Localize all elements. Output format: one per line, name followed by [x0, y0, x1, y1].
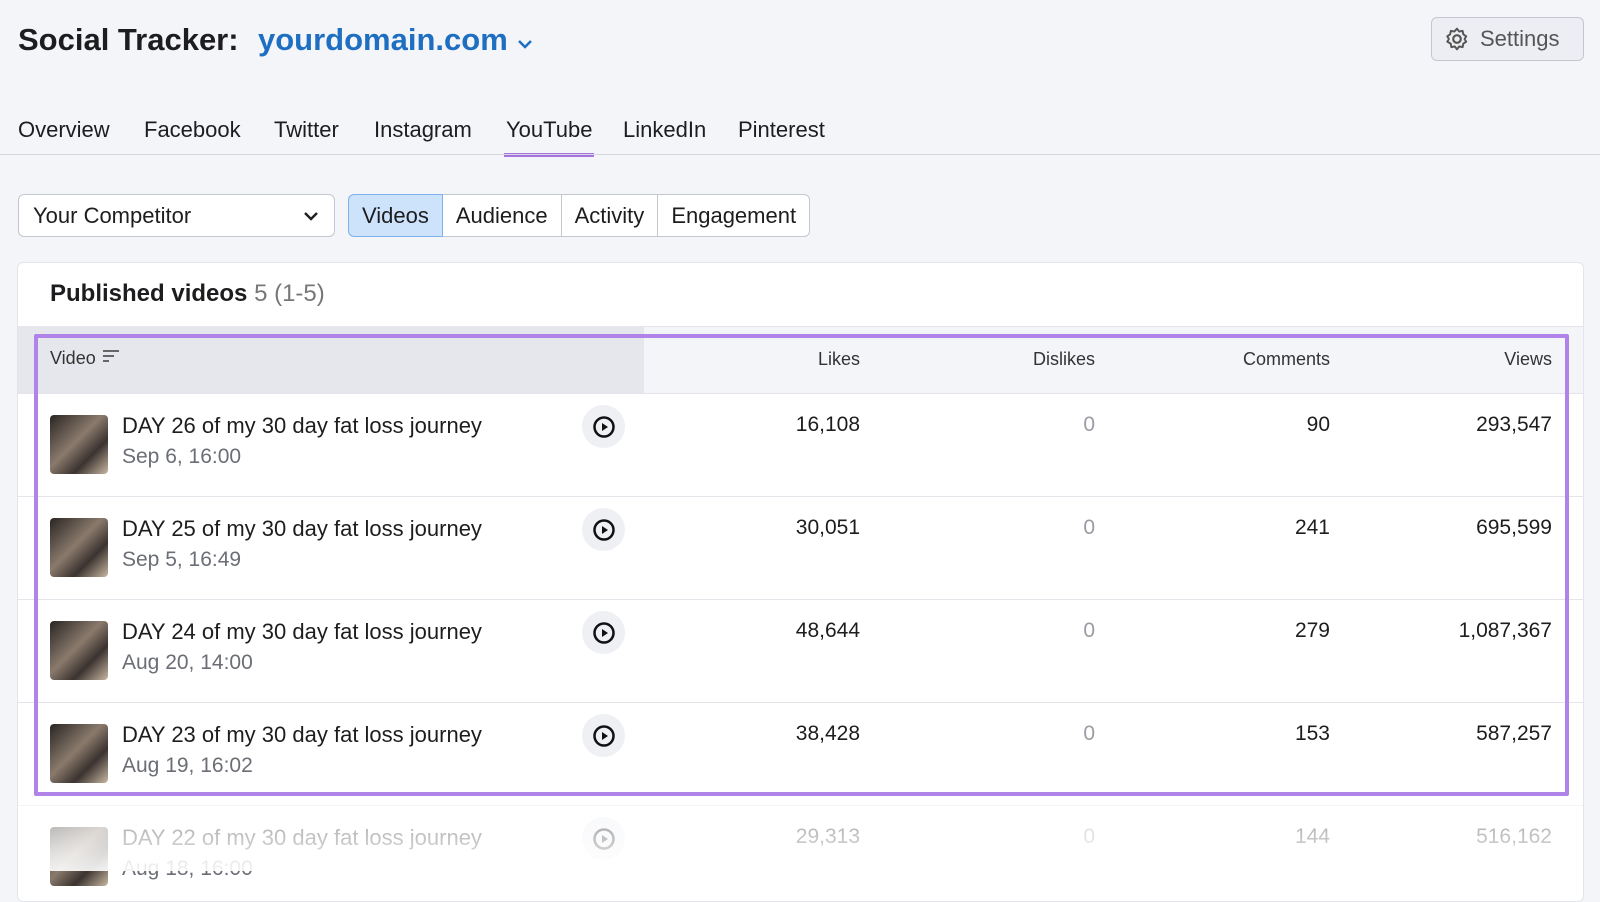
video-title[interactable]: DAY 24 of my 30 day fat loss journey — [122, 619, 482, 644]
sort-icon — [102, 350, 119, 362]
tab[interactable]: Facebook — [144, 117, 241, 142]
thumbnail[interactable] — [50, 724, 108, 783]
row-divider — [18, 702, 1583, 703]
domain-selector[interactable]: yourdomain.com — [258, 22, 534, 58]
likes-value: 48,644 — [795, 619, 860, 642]
column-header: Dislikes — [1032, 349, 1095, 369]
column-header: Likes — [817, 349, 860, 369]
tab[interactable]: YouTube — [504, 117, 595, 157]
row-divider — [18, 496, 1583, 497]
view-tab[interactable]: Engagement — [657, 194, 811, 237]
play-button[interactable] — [582, 508, 625, 551]
view-tab[interactable]: Activity — [560, 194, 659, 237]
video-date: Sep 6, 16:00 — [122, 445, 242, 468]
comments-value: 241 — [1294, 516, 1330, 539]
card-title: Published videos 5 (1-5) — [50, 280, 325, 308]
dislikes-value: 0 — [1083, 619, 1095, 642]
thumbnail[interactable] — [50, 518, 108, 577]
tab[interactable]: Pinterest — [738, 117, 825, 142]
tab[interactable]: LinkedIn — [623, 117, 707, 142]
view-switch: Videos Audience Activity Engagement — [348, 194, 811, 237]
count: 5 — [254, 280, 268, 307]
views-value: 293,547 — [1476, 413, 1552, 436]
dislikes-value: 0 — [1083, 516, 1095, 539]
card-title-text: Published videos — [50, 280, 248, 307]
video-date: Sep 5, 16:49 — [122, 548, 242, 571]
domain: yourdomain.com — [258, 22, 508, 57]
fade-overlay — [18, 800, 1583, 871]
video-date: Aug 20, 14:00 — [122, 651, 253, 674]
comments-value: 153 — [1294, 722, 1330, 745]
video-title[interactable]: DAY 25 of my 30 day fat loss journey — [122, 516, 482, 541]
row-divider — [18, 599, 1583, 600]
competitor-select[interactable]: Your Competitor — [18, 194, 335, 237]
row-divider — [18, 393, 1583, 394]
comments-value: 90 — [1306, 413, 1330, 436]
play-icon — [592, 621, 615, 644]
views-value: 695,599 — [1476, 516, 1552, 539]
dislikes-value: 0 — [1083, 722, 1095, 745]
play-button[interactable] — [582, 611, 625, 654]
column-header[interactable]: Video — [50, 348, 121, 369]
play-button[interactable] — [582, 714, 625, 757]
thumbnail[interactable] — [50, 621, 108, 680]
chevron — [518, 40, 533, 49]
thumbnail[interactable] — [50, 415, 108, 474]
settings-button[interactable]: Settings — [1431, 17, 1584, 61]
column-header: Views — [1504, 349, 1552, 369]
range: (1-5) — [274, 280, 325, 307]
highlight-box — [34, 334, 1569, 796]
tab[interactable]: Overview — [18, 117, 110, 142]
divider — [0, 154, 1600, 155]
chevron — [304, 211, 318, 221]
select-label: Your Competitor — [33, 202, 192, 228]
comments-value: 279 — [1294, 619, 1330, 642]
column-header: Comments — [1242, 349, 1330, 369]
gear-icon — [1446, 27, 1468, 51]
view-tab[interactable]: Videos — [348, 194, 443, 237]
likes-value: 16,108 — [795, 413, 860, 436]
likes-value: 30,051 — [795, 516, 860, 539]
play-icon — [592, 415, 615, 438]
settings-label: Settings — [1480, 26, 1560, 51]
video-title[interactable]: DAY 26 of my 30 day fat loss journey — [122, 413, 482, 438]
page-title: Social Tracker: — [18, 22, 239, 57]
video-title[interactable]: DAY 23 of my 30 day fat loss journey — [122, 722, 482, 747]
video-date: Aug 19, 16:02 — [122, 754, 253, 777]
view-tab[interactable]: Audience — [441, 194, 562, 237]
play-icon — [592, 724, 615, 747]
tab[interactable]: Instagram — [374, 117, 472, 142]
page: Social Tracker: yourdomain.com Settings … — [0, 17, 1600, 902]
views-value: 1,087,367 — [1458, 619, 1552, 642]
play-icon — [592, 518, 615, 541]
play-button[interactable] — [582, 405, 625, 448]
tab[interactable]: Twitter — [274, 117, 339, 142]
likes-value: 38,428 — [795, 722, 860, 745]
dislikes-value: 0 — [1083, 413, 1095, 436]
views-value: 587,257 — [1476, 722, 1552, 745]
